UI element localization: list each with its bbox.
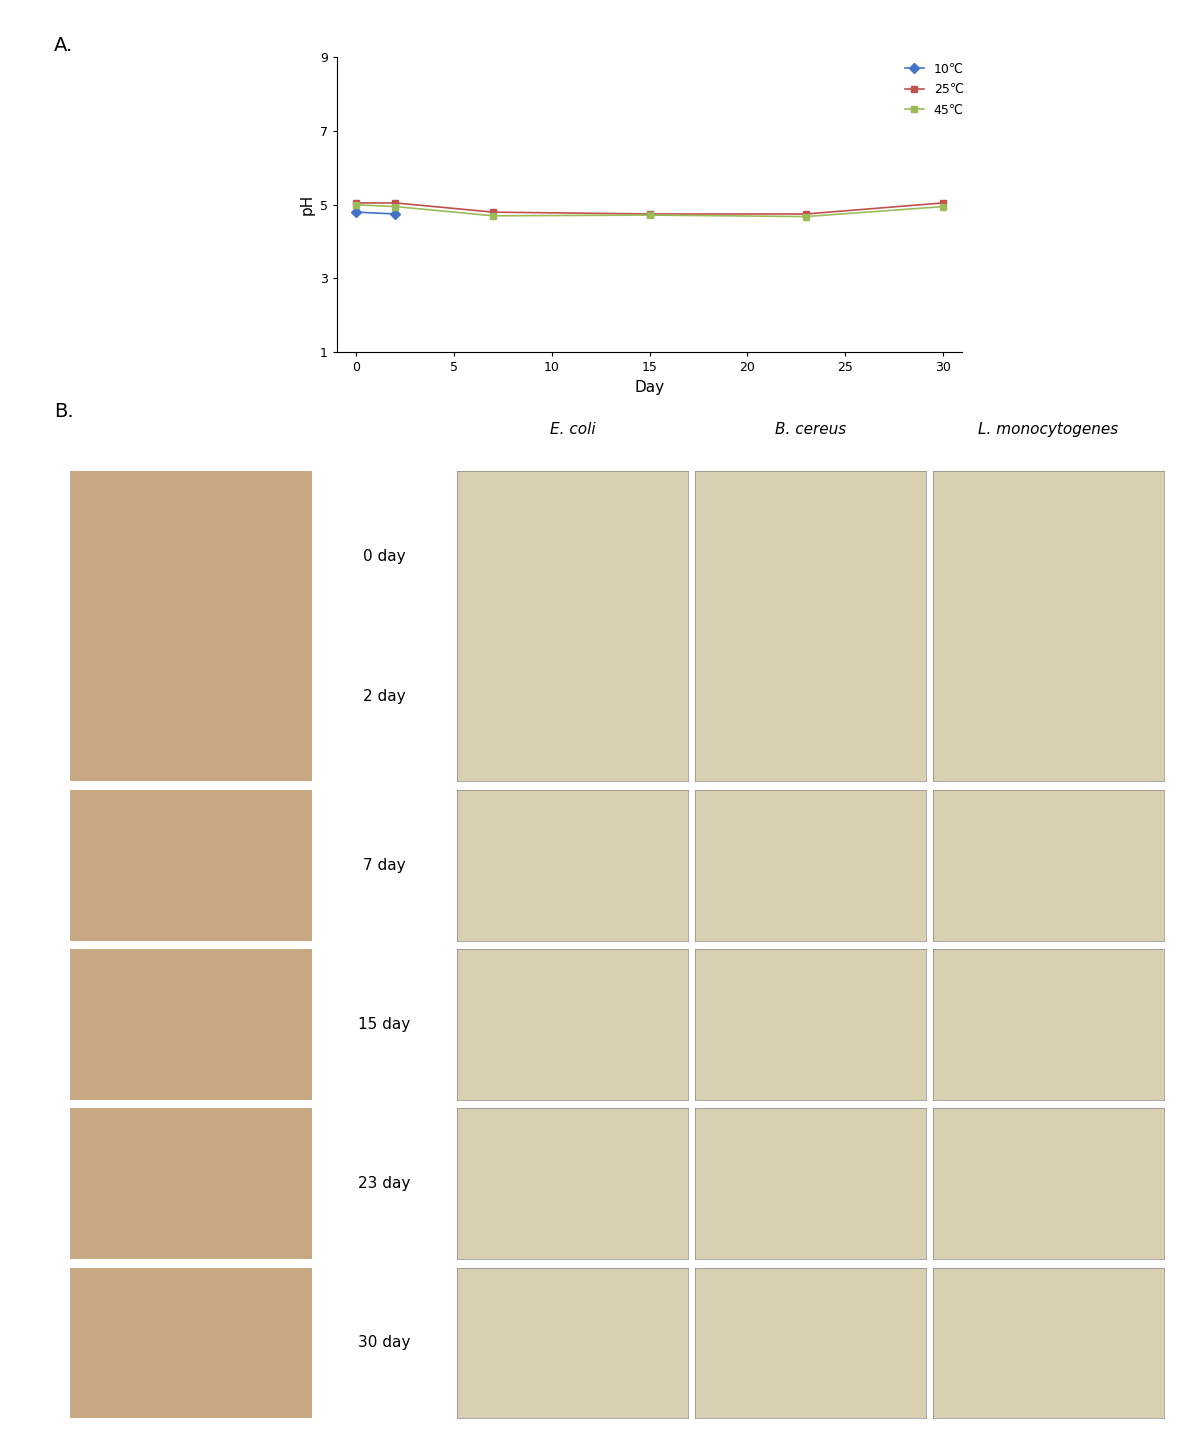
45℃ (799, 208, 813, 226)
25℃ (936, 194, 950, 211)
Text: B.: B. (54, 402, 73, 421)
Line: 25℃: 25℃ (352, 200, 947, 217)
45℃ (486, 207, 500, 224)
Text: A.: A. (54, 36, 73, 55)
45℃ (642, 207, 657, 224)
25℃ (642, 205, 657, 223)
Text: 2 day: 2 day (363, 688, 405, 704)
25℃ (799, 205, 813, 223)
25℃ (486, 204, 500, 221)
Line: 10℃: 10℃ (352, 208, 399, 217)
Text: B. cereus: B. cereus (775, 422, 846, 437)
45℃ (936, 198, 950, 216)
45℃ (389, 198, 403, 216)
Text: 23 day: 23 day (358, 1177, 410, 1191)
10℃ (349, 204, 363, 221)
Text: 30 day: 30 day (358, 1335, 410, 1351)
Line: 45℃: 45℃ (352, 201, 947, 220)
Legend: 10℃, 25℃, 45℃: 10℃, 25℃, 45℃ (900, 57, 968, 122)
Text: 7 day: 7 day (363, 858, 405, 872)
25℃ (389, 194, 403, 211)
Text: L. monocytogenes: L. monocytogenes (978, 422, 1119, 437)
Y-axis label: pH: pH (300, 194, 314, 216)
45℃ (349, 195, 363, 213)
Text: 15 day: 15 day (358, 1017, 410, 1032)
25℃ (349, 194, 363, 211)
X-axis label: Day: Day (634, 379, 665, 395)
Text: E. coli: E. coli (550, 422, 595, 437)
Text: 0 day: 0 day (363, 549, 405, 563)
10℃ (389, 205, 403, 223)
